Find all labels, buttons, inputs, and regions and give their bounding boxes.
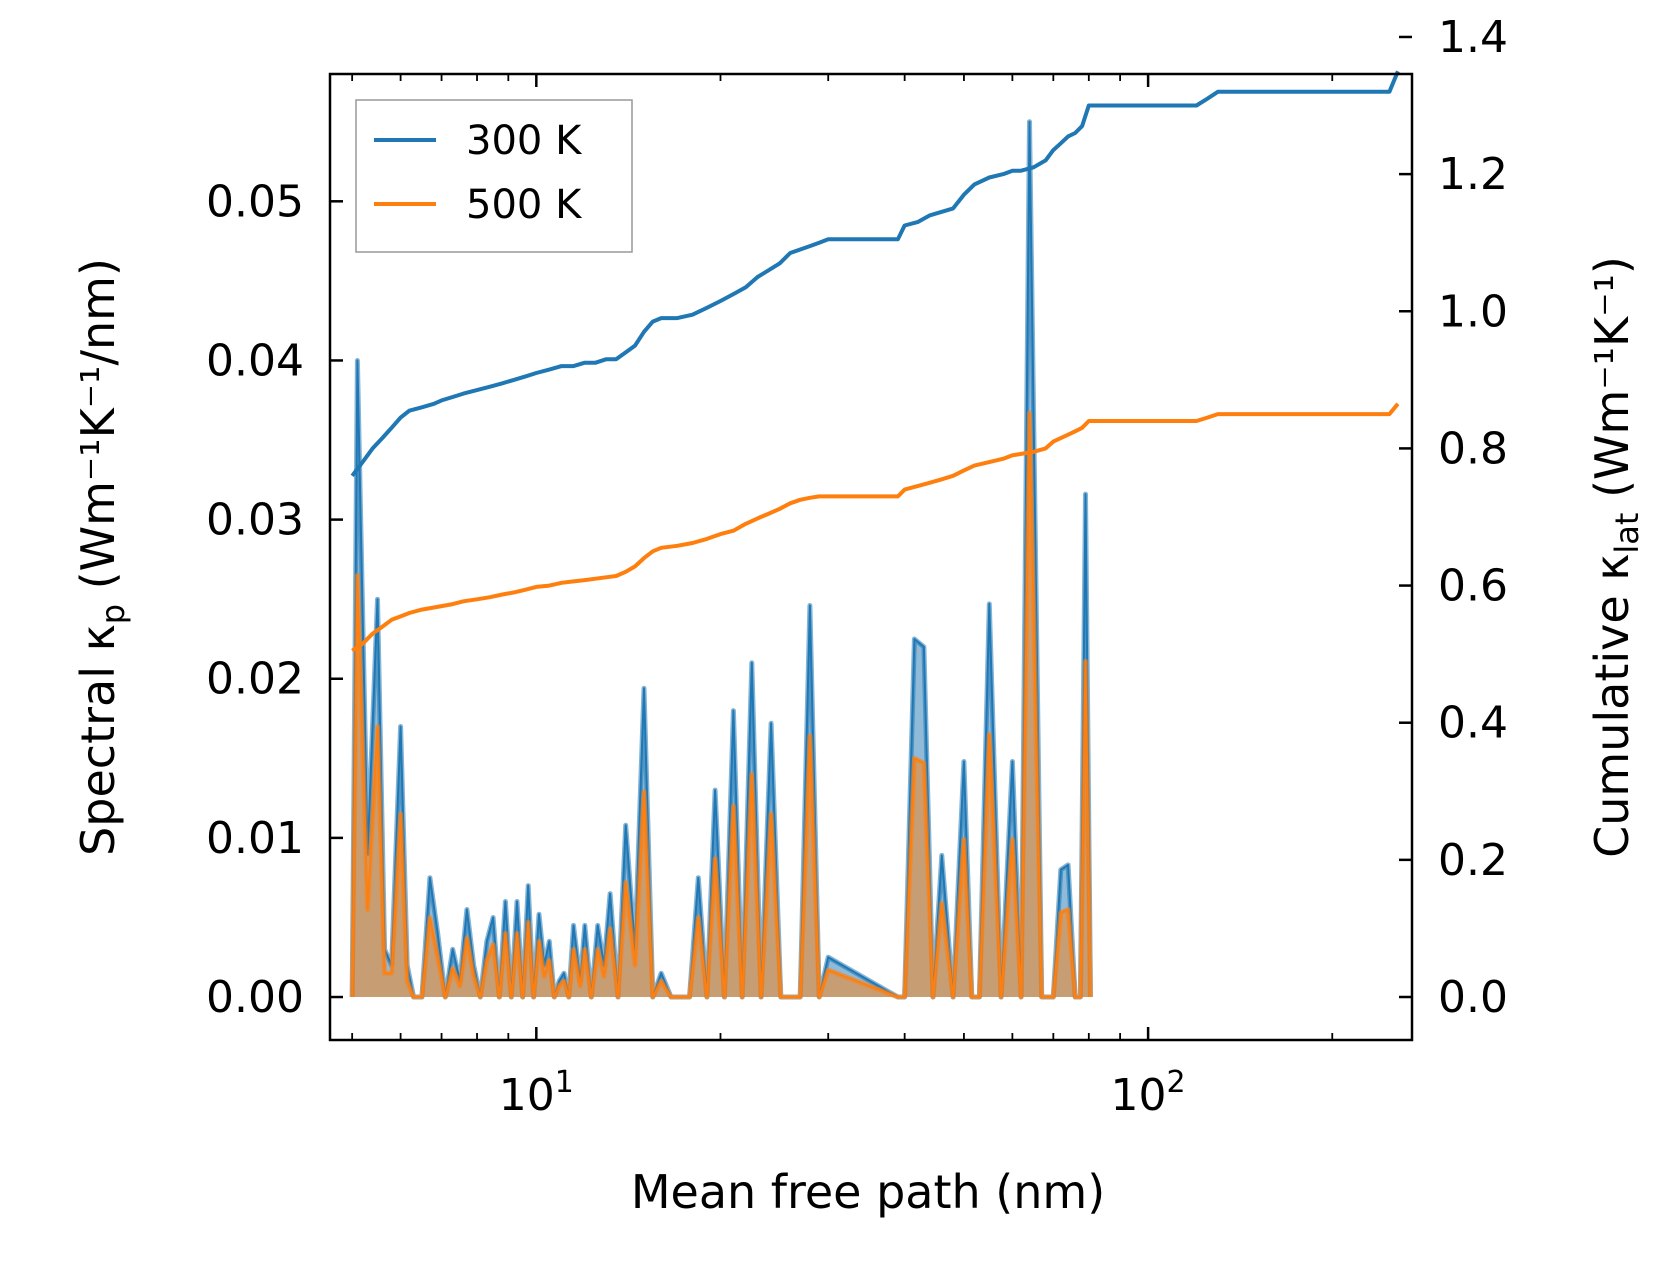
spectral-300k-outline: [349, 119, 1093, 1000]
y-left-tick-label: 0.00: [206, 972, 304, 1023]
x-tick-label: 102: [1111, 1065, 1186, 1121]
y-right-tick-label: 1.4: [1438, 12, 1508, 63]
cumulative-500k-line: [351, 402, 1400, 653]
y-right-tick-label: 0.8: [1438, 423, 1508, 474]
y-left-tick-label: 0.02: [206, 654, 304, 705]
y-left-tick-label: 0.05: [206, 176, 304, 227]
cumulative-300k-line: [350, 70, 1400, 478]
spectral-series: [349, 119, 1093, 1000]
y-right-title-unit: (Wm⁻¹K⁻¹): [1585, 256, 1639, 512]
ticks: 0.00 0.01 0.02 0.03 0.04 0.05 0.0 0.2 0.4 0.6 0.8 1…: [206, 12, 1508, 1121]
y-right-tick-label: 0.2: [1438, 835, 1508, 886]
y-axis-title-left: Spectral κp (Wm⁻¹K⁻¹/nm): [71, 258, 132, 856]
y-right-title-sub: lat: [1608, 513, 1646, 554]
y-left-title-unit: (Wm⁻¹K⁻¹/nm): [71, 258, 125, 604]
axes-frame: [328, 72, 1414, 1042]
legend-label-500k: 500 K: [466, 182, 583, 228]
spectral-300k-line: [351, 120, 1092, 998]
y-left-tick-label: 0.04: [206, 335, 304, 386]
y-right-title-main: Cumulative κ: [1585, 554, 1639, 858]
y-left-title-main: Spectral κ: [71, 624, 125, 856]
y-right-tick-label: 0.6: [1438, 561, 1508, 612]
plot-area: [349, 70, 1400, 1000]
y-axis-title-right: Cumulative κlat (Wm⁻¹K⁻¹): [1585, 256, 1646, 858]
x-axis-title: Mean free path (nm): [631, 1165, 1105, 1219]
spectral-300k-fill: [352, 121, 1091, 997]
cumulative-series: [350, 70, 1400, 653]
legend: 300 K 500 K: [355, 99, 633, 253]
y-right-tick-label: 1.0: [1438, 286, 1508, 337]
spectral-500k-line: [351, 412, 1092, 998]
y-right-tick-label: 0.0: [1438, 972, 1508, 1023]
legend-box: [355, 99, 633, 253]
legend-label-300k: 300 K: [466, 118, 583, 164]
x-tick-label: 101: [499, 1065, 574, 1121]
y-right-tick-label: 1.2: [1438, 149, 1508, 200]
y-left-tick-label: 0.03: [206, 495, 304, 546]
y-left-tick-label: 0.01: [206, 813, 304, 864]
y-right-tick-label: 0.4: [1438, 698, 1508, 749]
y-left-title-sub: p: [94, 604, 132, 624]
